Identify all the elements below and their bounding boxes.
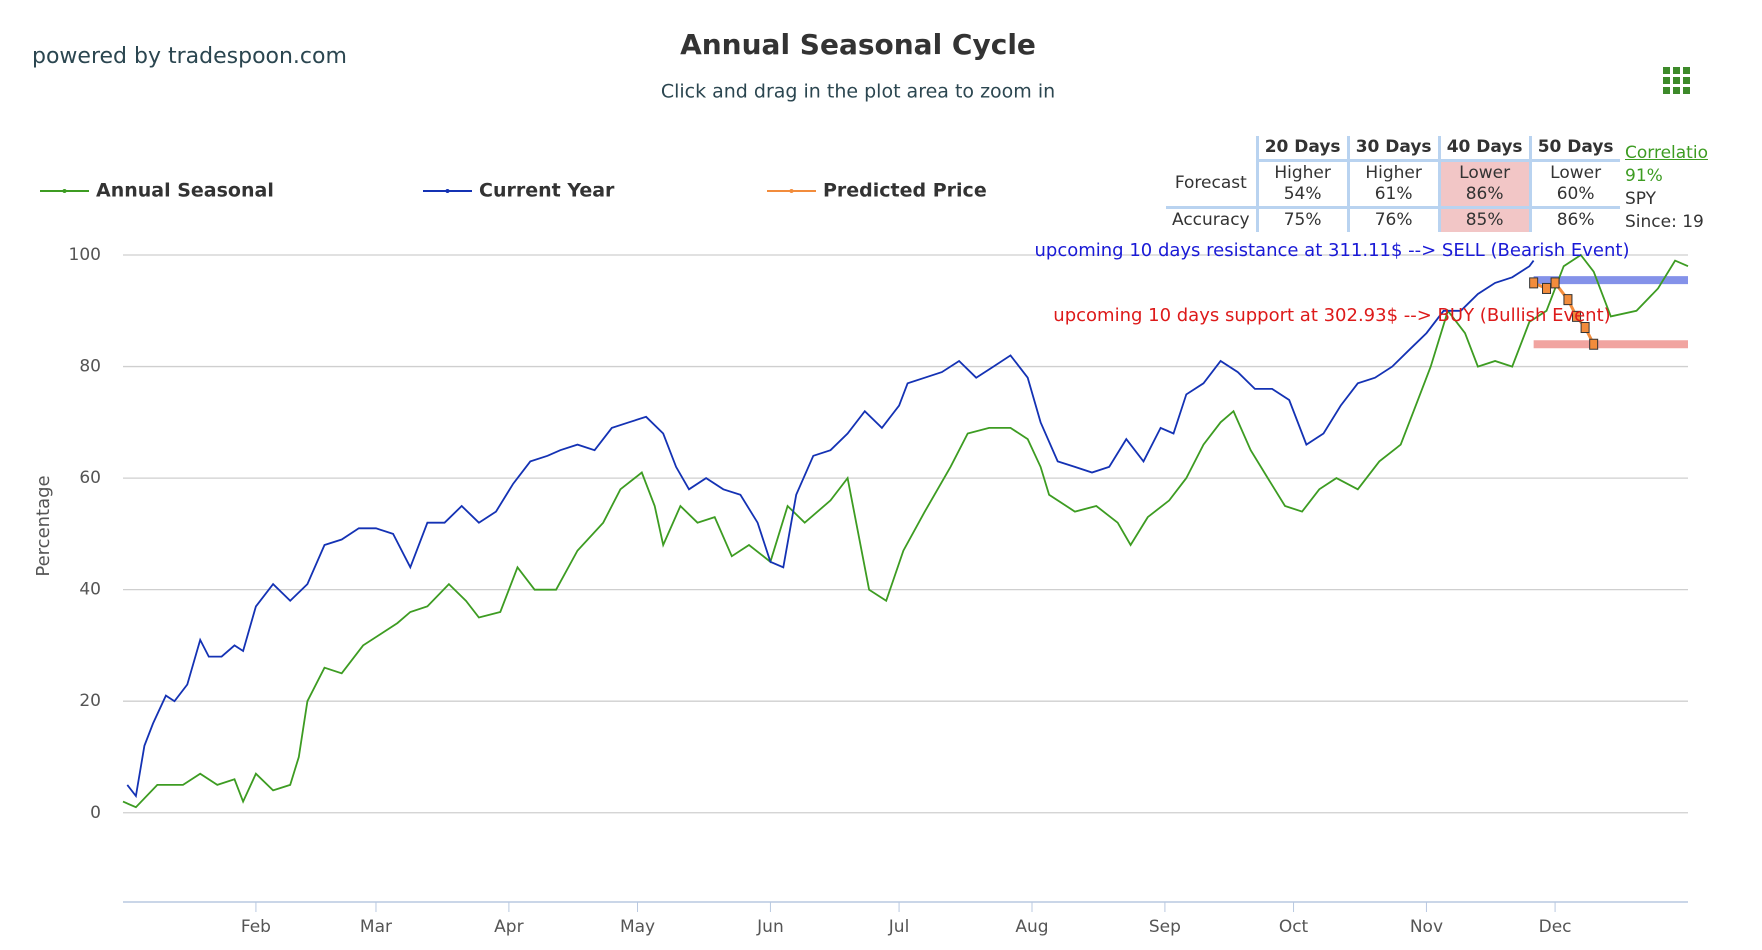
predicted-marker bbox=[1580, 322, 1590, 334]
accuracy: 86% bbox=[1528, 206, 1620, 232]
column-header: 40 Days bbox=[1437, 136, 1531, 162]
legend-dot bbox=[445, 189, 450, 193]
y-tick-label: 60 bbox=[79, 468, 101, 488]
correlation-since: Since: 19 bbox=[1625, 212, 1704, 232]
series-line bbox=[122, 253, 1689, 809]
forecast-table: 20 Days 30 Days 40 Days 50 Days Forecast… bbox=[1166, 136, 1620, 232]
y-tick-label: 20 bbox=[79, 691, 101, 711]
predicted-marker bbox=[1563, 294, 1573, 306]
accuracy: 75% bbox=[1255, 206, 1349, 232]
x-tick-label: Apr bbox=[494, 917, 523, 937]
forecast-percent: 54% bbox=[1283, 184, 1322, 204]
band-annotation: upcoming 10 days support at 302.93$ --> … bbox=[1053, 305, 1610, 326]
correlation: Correlatio 91% SPY Since: 19 bbox=[1625, 142, 1708, 234]
x-tick-label: Dec bbox=[1539, 917, 1572, 937]
menu-icon[interactable] bbox=[1663, 67, 1690, 94]
y-tick-label: 80 bbox=[79, 357, 101, 377]
forecast-direction: Lower bbox=[1459, 163, 1511, 183]
row-label: Accuracy bbox=[1166, 206, 1258, 232]
accuracy: 76% bbox=[1346, 206, 1440, 232]
forecast-direction: Higher bbox=[1274, 163, 1331, 183]
series-line bbox=[126, 260, 1535, 799]
legend-label: Predicted Price bbox=[823, 180, 987, 202]
legend-label: Current Year bbox=[479, 180, 615, 202]
chart-subtitle: Click and drag in the plot area to zoom … bbox=[661, 81, 1055, 103]
chart-title: Annual Seasonal Cycle bbox=[680, 28, 1036, 61]
correlation-value: 91% bbox=[1625, 166, 1663, 186]
x-tick-label: Sep bbox=[1149, 917, 1181, 937]
legend-dot bbox=[62, 189, 67, 193]
column-header: 30 Days bbox=[1346, 136, 1440, 162]
x-tick-label: Feb bbox=[241, 917, 271, 937]
x-tick-label: Mar bbox=[360, 917, 392, 937]
x-tick-label: Aug bbox=[1015, 917, 1048, 937]
forecast-direction: Higher bbox=[1365, 163, 1422, 183]
x-tick-label: Jul bbox=[888, 917, 910, 937]
legend-label: Annual Seasonal bbox=[96, 180, 274, 202]
predicted-marker bbox=[1542, 282, 1552, 294]
predicted-marker bbox=[1550, 277, 1560, 289]
predicted-marker bbox=[1529, 277, 1539, 289]
column-header: 50 Days bbox=[1528, 136, 1620, 162]
forecast-percent: 86% bbox=[1465, 184, 1504, 204]
correlation-symbol: SPY bbox=[1625, 189, 1657, 209]
band-annotation: upcoming 10 days resistance at 311.11$ -… bbox=[1034, 240, 1629, 261]
column-header: 20 Days bbox=[1255, 136, 1349, 162]
predicted-marker bbox=[1589, 338, 1599, 350]
x-tick-label: Jun bbox=[756, 917, 784, 937]
row-label: Forecast bbox=[1174, 172, 1247, 193]
forecast-percent: 60% bbox=[1556, 184, 1595, 204]
forecast-direction: Lower bbox=[1550, 163, 1602, 183]
accuracy: 85% bbox=[1437, 206, 1531, 232]
predicted-marker bbox=[1572, 310, 1582, 322]
y-tick-label: 40 bbox=[79, 580, 101, 600]
x-tick-label: Nov bbox=[1410, 917, 1443, 937]
y-axis-title: Percentage bbox=[33, 475, 54, 576]
y-tick-label: 100 bbox=[69, 245, 101, 265]
y-tick-label: 0 bbox=[90, 803, 101, 823]
x-tick-label: Oct bbox=[1279, 917, 1309, 937]
forecast-percent: 61% bbox=[1374, 184, 1413, 204]
correlation-link[interactable]: Correlatio bbox=[1625, 143, 1708, 163]
legend-dot bbox=[789, 189, 794, 193]
x-tick-label: May bbox=[620, 917, 655, 937]
powered-by: powered by tradespoon.com bbox=[32, 44, 347, 69]
